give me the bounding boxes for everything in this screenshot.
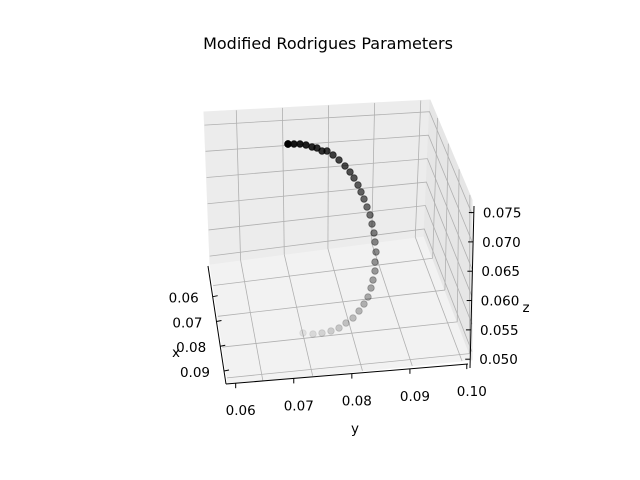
z-axis-line	[469, 205, 475, 369]
grid-line-z	[205, 134, 473, 242]
grid-line-x	[222, 321, 458, 348]
x-tick-label: 0.06	[169, 291, 199, 307]
y-axis-line	[225, 363, 469, 385]
y-tick-label: 0.07	[284, 398, 314, 414]
data-point	[350, 174, 358, 182]
grid-line-y	[240, 259, 264, 381]
grid-line-y	[414, 237, 463, 362]
z-tick-label: 0.075	[483, 206, 522, 222]
grid-line-x	[213, 257, 433, 286]
grid-line-x	[217, 289, 445, 317]
x-tick	[223, 369, 230, 372]
grid-line-y-back	[414, 100, 422, 238]
z-tick-label: 0.070	[482, 235, 521, 251]
grid-lines	[204, 100, 473, 381]
data-point	[327, 327, 335, 335]
y-tick-label: 0.09	[400, 389, 430, 405]
data-point	[371, 267, 379, 275]
data-point	[363, 203, 371, 211]
data-point	[299, 329, 307, 337]
grid-line-y-back	[371, 102, 376, 243]
x-axis-line	[207, 265, 227, 385]
grid-line-y	[371, 242, 413, 367]
grid-line-z	[204, 111, 473, 214]
axis-ticks	[212, 212, 474, 389]
x-tick-label: 0.08	[176, 340, 206, 356]
grid-line-z	[208, 205, 473, 325]
data-point	[349, 314, 357, 322]
x-tick-label: 0.07	[172, 315, 202, 331]
grid-line-y	[327, 248, 363, 371]
grid-line-y-back	[327, 105, 329, 249]
y-tick-label: 0.10	[457, 384, 487, 400]
data-point	[355, 307, 363, 315]
data-point	[302, 141, 310, 149]
data-point	[360, 300, 368, 308]
x-tick	[220, 344, 226, 347]
z-axis-label: z	[522, 300, 529, 316]
back-pane	[203, 99, 431, 265]
grid-line-z	[207, 181, 473, 297]
data-point	[284, 140, 292, 148]
grid-line-z	[209, 228, 473, 352]
x-tick	[216, 319, 222, 322]
grid-line-y	[283, 254, 314, 376]
axis-lines	[207, 205, 475, 385]
x-tick	[212, 295, 218, 298]
axis-tick-labels: 0.06 0.07 0.08 0.09 0.06 0.07 0.08 0.09 0.10 0.05…	[169, 206, 522, 420]
data-point	[366, 211, 374, 219]
data-point	[354, 181, 362, 189]
y-axis-label: y	[351, 421, 359, 437]
data-point	[367, 284, 375, 292]
chart-title: Modified Rodrigues Parameters	[203, 34, 453, 53]
grid-line-y-back	[235, 110, 241, 261]
grid-line-x-side	[456, 169, 460, 322]
data-point	[371, 238, 379, 246]
z-tick-label: 0.065	[481, 264, 520, 280]
data-point	[372, 248, 380, 256]
data-points	[284, 140, 380, 338]
data-point	[370, 229, 378, 237]
data-point	[342, 319, 350, 327]
data-point	[318, 329, 326, 337]
data-point	[335, 156, 343, 164]
data-point	[329, 151, 337, 159]
data-point	[309, 330, 317, 338]
data-point	[368, 220, 376, 228]
z-tick-label: 0.050	[479, 352, 518, 368]
x-axis-label: x	[172, 345, 180, 361]
data-point	[364, 293, 372, 301]
data-point	[346, 168, 354, 176]
grid-line-x-side	[432, 117, 438, 259]
grid-line-x	[227, 353, 470, 379]
grid-line-y-back	[282, 107, 285, 255]
data-point	[357, 188, 365, 196]
data-point	[369, 276, 377, 284]
x-tick-label: 0.09	[180, 365, 210, 381]
data-point	[335, 324, 343, 332]
data-point	[371, 258, 379, 266]
y-tick-label: 0.08	[342, 394, 372, 410]
z-tick-label: 0.055	[480, 323, 519, 339]
z-tick-label: 0.060	[481, 294, 520, 310]
y-tick-label: 0.06	[226, 403, 256, 419]
data-point	[341, 162, 349, 170]
grid-line-x-side	[444, 143, 449, 291]
data-point	[360, 195, 368, 203]
grid-line-z	[206, 158, 473, 270]
data-point	[308, 143, 316, 151]
